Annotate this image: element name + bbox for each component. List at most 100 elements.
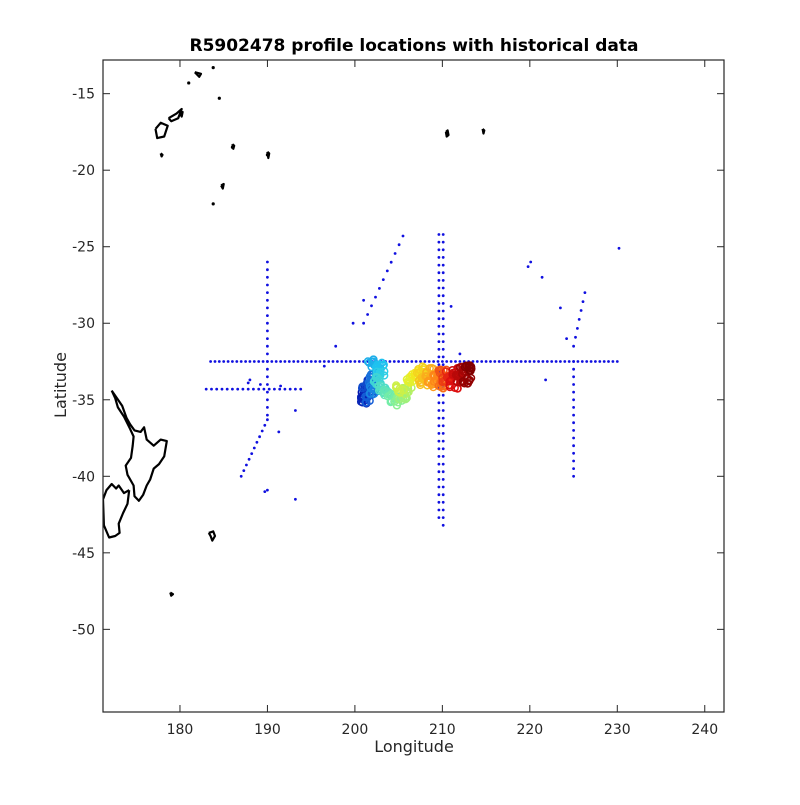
historical-point (441, 256, 445, 259)
coastline (103, 482, 131, 539)
historical-point (334, 344, 338, 348)
historical-point (397, 243, 401, 247)
historical-point (437, 233, 441, 236)
historical-point (247, 457, 251, 461)
historical-point (437, 332, 441, 336)
historical-point (615, 360, 619, 363)
historical-point (572, 398, 575, 402)
historical-point (540, 275, 544, 279)
historical-point (529, 260, 533, 264)
profile-location-marker (377, 358, 387, 367)
historical-point (441, 424, 445, 428)
historical-point (266, 398, 269, 402)
historical-point (441, 324, 445, 328)
profile-location-marker (379, 385, 389, 395)
historical-point (480, 360, 484, 363)
historical-point (318, 360, 322, 363)
historical-point (437, 317, 441, 321)
profile-location-marker (467, 362, 476, 371)
historical-point (252, 360, 256, 363)
historical-point (441, 302, 445, 305)
historical-point (545, 360, 549, 363)
historical-point (437, 424, 441, 428)
historical-point (267, 387, 271, 391)
historical-point (437, 347, 441, 351)
historical-point (577, 318, 581, 321)
coastline (179, 110, 184, 118)
historical-point (266, 390, 269, 394)
historical-point (437, 470, 441, 474)
historical-point (388, 360, 392, 363)
profile-location-marker (445, 382, 455, 392)
x-tick-label: 210 (429, 722, 456, 738)
historical-point (266, 337, 269, 340)
historical-point (266, 298, 269, 302)
historical-point (322, 364, 326, 368)
profile-location-marker (465, 375, 474, 385)
historical-point (437, 493, 441, 497)
historical-point (441, 447, 445, 451)
historical-point (449, 305, 453, 308)
historical-point (277, 430, 281, 434)
coastline-layer (103, 66, 486, 597)
historical-point (266, 488, 269, 492)
profile-location-marker (395, 384, 404, 393)
historical-point (389, 260, 393, 264)
historical-point (217, 360, 221, 363)
historical-point (257, 360, 261, 363)
historical-point (437, 516, 441, 519)
x-axis-label: Longitude (374, 737, 454, 756)
historical-point (607, 360, 610, 363)
historical-point (441, 360, 444, 363)
historical-point (510, 360, 514, 363)
historical-point (397, 360, 400, 363)
historical-point (437, 271, 441, 275)
historical-point (484, 360, 488, 363)
historical-point (248, 360, 252, 363)
historical-point (441, 493, 445, 497)
historical-point (441, 508, 445, 512)
historical-point (437, 240, 441, 244)
x-tick-label: 240 (691, 722, 718, 738)
axis-ticks: 180 190 200 210 220 230 240 -15 -20 -25 -30 -35 -40 -… (72, 60, 724, 738)
historical-point (441, 485, 445, 489)
historical-point (441, 309, 445, 313)
historical-point (255, 440, 259, 444)
historical-point (210, 387, 213, 391)
coastline (444, 129, 450, 138)
historical-point (351, 321, 355, 325)
x-tick-label: 220 (516, 722, 543, 738)
historical-point (419, 360, 422, 363)
historical-point (370, 304, 373, 308)
historical-point (235, 360, 239, 363)
historical-point (266, 291, 269, 294)
historical-point (283, 387, 287, 391)
profile-location-marker (365, 358, 374, 367)
coastline (169, 591, 175, 597)
historical-point (576, 360, 580, 363)
historical-point (502, 360, 505, 363)
historical-point (441, 294, 445, 298)
historical-point (441, 317, 445, 321)
historical-point (441, 432, 445, 435)
historical-point (437, 393, 441, 397)
historical-point (437, 302, 441, 305)
historical-point (266, 406, 269, 409)
historical-point (437, 324, 441, 328)
historical-point (458, 360, 462, 363)
historical-point (572, 429, 575, 432)
historical-point (266, 418, 269, 422)
small-island (211, 66, 215, 70)
historical-point (437, 416, 441, 420)
historical-point (441, 439, 445, 443)
historical-point (441, 462, 445, 466)
historical-point (581, 300, 585, 303)
historical-point (559, 306, 562, 310)
historical-point (262, 387, 266, 391)
historical-point (493, 360, 497, 363)
historical-point (294, 387, 297, 391)
historical-point (572, 444, 575, 448)
coastline (194, 71, 203, 78)
historical-point (378, 287, 381, 290)
historical-point (437, 340, 441, 343)
